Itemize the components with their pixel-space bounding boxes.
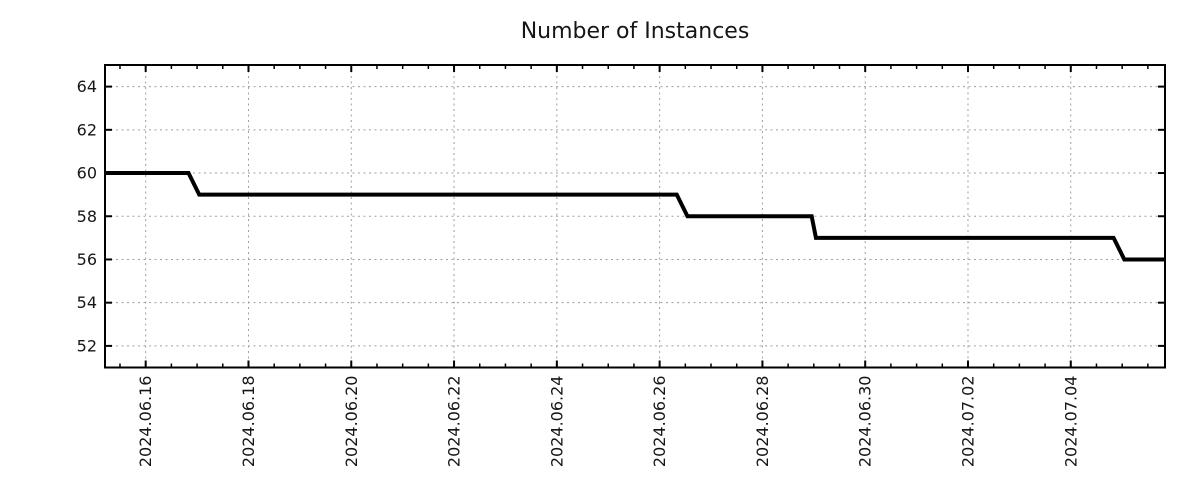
x-tick-label: 2024.06.16	[136, 376, 155, 468]
x-tick-label: 2024.06.22	[445, 376, 464, 468]
x-tick-label: 2024.07.02	[958, 376, 977, 468]
y-tick-label: 54	[77, 293, 97, 312]
x-tick-label: 2024.07.04	[1061, 376, 1080, 468]
x-tick-label: 2024.06.28	[753, 376, 772, 468]
x-tick-label: 2024.06.18	[239, 376, 258, 468]
y-tick-label: 64	[77, 77, 97, 96]
x-tick-label: 2024.06.26	[650, 376, 669, 468]
y-tick-label: 56	[77, 250, 97, 269]
x-tick-label: 2024.06.20	[342, 376, 361, 468]
y-tick-label: 60	[77, 164, 97, 183]
instances-line	[105, 171, 1165, 262]
y-tick-label: 62	[77, 120, 97, 139]
y-tick-label: 58	[77, 207, 97, 226]
chart-plot-area: 2024.06.16 2024.06.18 2024.06.20 2024.06.22…	[77, 64, 1166, 468]
x-tick-label: 2024.06.30	[856, 376, 875, 468]
x-tick-label: 2024.06.24	[547, 376, 566, 468]
y-tick-label: 52	[77, 336, 97, 355]
chart-title: Number of Instances	[521, 19, 750, 44]
plot-border	[104, 64, 1166, 369]
